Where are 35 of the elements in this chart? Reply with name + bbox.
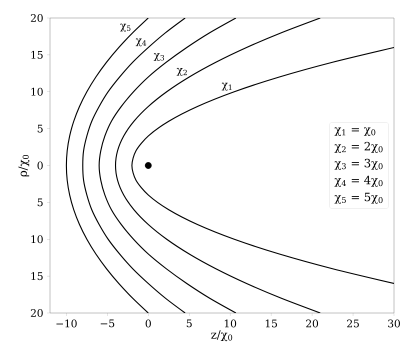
y-tick-label: 15: [31, 272, 43, 280]
x-tick-label: 0: [146, 320, 151, 328]
x-tick-label: 30: [388, 320, 400, 328]
line-series: [98, 18, 236, 313]
y-tick-label: 15: [31, 50, 43, 59]
y-tick-label: 0: [38, 162, 43, 170]
annotation: χ$_{4}$ = 4χ$_{0}$: [334, 176, 383, 187]
x-tick-label: 25: [347, 320, 359, 328]
annotation: χ$_{3}$ = 3χ$_{0}$: [334, 158, 383, 170]
line-series: [66, 18, 149, 313]
y-axis-title: ρ/χ$_{0}$: [18, 154, 30, 176]
x-tick-label: −5: [100, 320, 114, 328]
line-series: [114, 18, 321, 313]
series-label: χ$_{5}$: [120, 24, 130, 32]
annotation: χ$_{1}$ = χ$_{0}$: [334, 127, 376, 136]
y-tick-label: 5: [38, 198, 43, 206]
x-tick-label: 20: [306, 320, 318, 328]
x-axis-title: z/χ$_{0}$: [211, 330, 232, 342]
annotation: χ$_{2}$ = 2χ$_{0}$: [334, 142, 383, 153]
series-label: χ$_{3}$: [154, 53, 164, 62]
x-tick-label: 10: [224, 320, 236, 328]
series-label: χ$_{1}$: [222, 82, 232, 91]
x-tick-label: −10: [56, 320, 77, 328]
x-tick-label: 15: [266, 320, 277, 328]
series-label: χ$_{4}$: [136, 38, 146, 46]
line-series: [82, 18, 186, 313]
x-tick-label: 5: [186, 320, 192, 328]
y-tick-label: 5: [38, 124, 43, 133]
line-series: [131, 46, 394, 284]
series-label: χ$_{2}$: [176, 68, 187, 76]
y-tick-label: 20: [30, 14, 43, 22]
y-tick-label: 20: [30, 309, 43, 317]
y-tick-label: 10: [31, 88, 43, 96]
annotation: χ$_{5}$ = 5χ$_{0}$: [334, 192, 383, 204]
y-tick-label: 10: [31, 235, 43, 244]
